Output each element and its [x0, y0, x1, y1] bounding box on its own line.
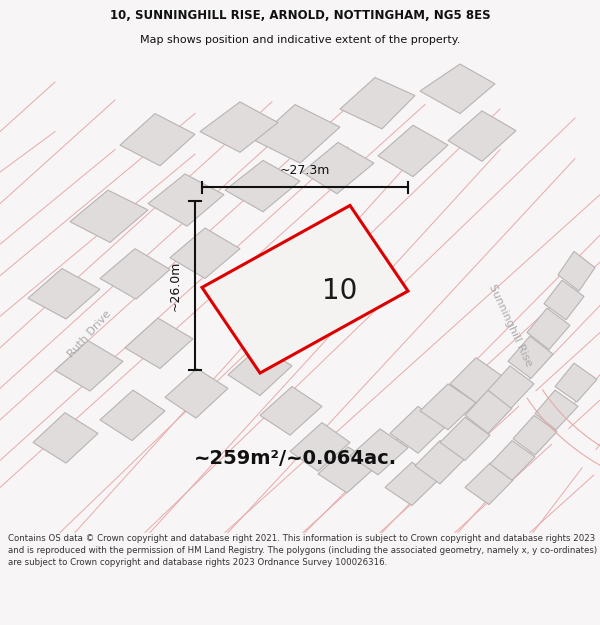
Polygon shape [420, 384, 476, 430]
Polygon shape [200, 102, 278, 152]
Polygon shape [228, 346, 292, 396]
Polygon shape [255, 104, 340, 163]
Polygon shape [385, 462, 438, 506]
Polygon shape [527, 308, 570, 349]
Polygon shape [420, 64, 495, 114]
Polygon shape [544, 280, 584, 320]
Polygon shape [535, 390, 578, 430]
Polygon shape [490, 441, 535, 480]
Text: 10: 10 [322, 277, 358, 305]
Polygon shape [350, 429, 408, 475]
Polygon shape [448, 111, 516, 161]
Polygon shape [70, 190, 148, 242]
Polygon shape [120, 114, 195, 166]
Polygon shape [390, 406, 446, 453]
Polygon shape [125, 318, 193, 369]
Text: Ruth Drive: Ruth Drive [67, 309, 113, 359]
Polygon shape [100, 249, 170, 299]
Polygon shape [488, 366, 534, 408]
Polygon shape [290, 422, 350, 471]
Text: 10, SUNNINGHILL RISE, ARNOLD, NOTTINGHAM, NG5 8ES: 10, SUNNINGHILL RISE, ARNOLD, NOTTINGHAM… [110, 9, 490, 22]
Polygon shape [225, 161, 300, 212]
Text: ~27.3m: ~27.3m [280, 164, 330, 177]
Polygon shape [340, 78, 415, 129]
Polygon shape [555, 363, 597, 402]
Polygon shape [465, 463, 513, 504]
Text: ~26.0m: ~26.0m [169, 261, 182, 311]
Polygon shape [28, 269, 100, 319]
Polygon shape [415, 441, 465, 484]
Polygon shape [55, 341, 123, 391]
Polygon shape [440, 417, 490, 461]
Polygon shape [508, 336, 553, 379]
Polygon shape [513, 416, 557, 455]
Text: ~259m²/~0.064ac.: ~259m²/~0.064ac. [193, 449, 397, 468]
Text: Map shows position and indicative extent of the property.: Map shows position and indicative extent… [140, 34, 460, 44]
Polygon shape [260, 386, 322, 435]
Polygon shape [170, 228, 240, 278]
Polygon shape [33, 412, 98, 463]
Polygon shape [165, 369, 228, 418]
Polygon shape [302, 142, 374, 194]
Polygon shape [558, 251, 595, 291]
Polygon shape [378, 125, 448, 177]
Polygon shape [100, 390, 165, 441]
Polygon shape [465, 390, 512, 433]
Text: Sunninghill Rise: Sunninghill Rise [487, 282, 533, 368]
Polygon shape [148, 174, 224, 226]
Text: Contains OS data © Crown copyright and database right 2021. This information is : Contains OS data © Crown copyright and d… [8, 534, 597, 567]
Polygon shape [450, 357, 503, 402]
Polygon shape [318, 447, 377, 493]
Polygon shape [202, 206, 408, 373]
